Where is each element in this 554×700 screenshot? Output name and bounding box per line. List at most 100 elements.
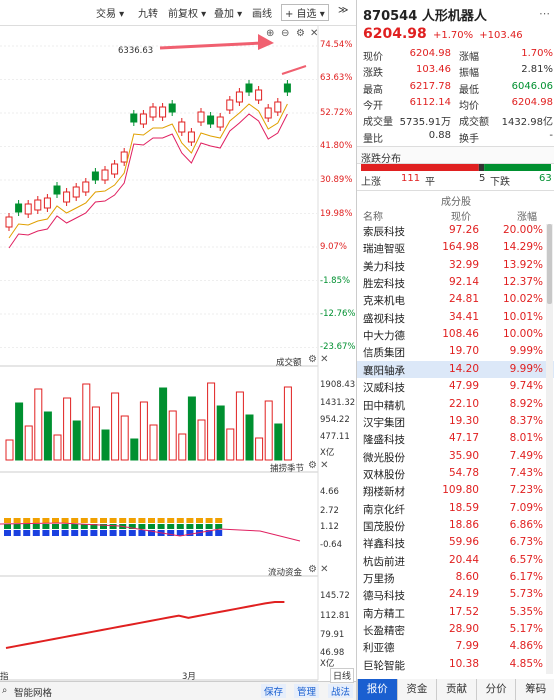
list-item[interactable]: 盛视科技 34.41 10.01% <box>357 309 554 326</box>
list-item[interactable]: 南京化纤 18.59 7.09% <box>357 500 554 517</box>
list-item[interactable]: 万里扬 8.60 6.17% <box>357 569 554 586</box>
quote-row: 量比 0.88 换手 - <box>357 128 554 145</box>
list-item[interactable]: 国茂股份 18.86 6.86% <box>357 517 554 534</box>
list-item[interactable]: 微光股份 35.90 7.49% <box>357 448 554 465</box>
ma-line-2 <box>8 113 288 249</box>
quote-label: 最高 <box>363 84 383 96</box>
draw-line-button[interactable]: 画线 <box>252 9 272 20</box>
indicator3-axis-label: 46.98 <box>320 648 345 658</box>
list-item[interactable]: 襄阳轴承 14.20 9.99% <box>357 360 554 379</box>
trade-menu[interactable]: 交易 ▾ <box>96 9 125 20</box>
list-item[interactable]: 克来机电 24.81 10.02% <box>357 291 554 308</box>
candle-body <box>178 121 186 133</box>
overlay-menu[interactable]: 叠加 ▾ <box>214 9 243 20</box>
candle-body <box>255 89 263 101</box>
candle-body <box>139 113 147 125</box>
quote-value: 6217.78 <box>409 80 451 92</box>
manage-button[interactable]: 管理 <box>294 684 320 698</box>
indicator-bar <box>71 518 79 523</box>
bottom-tab[interactable]: 贡献 <box>436 679 476 700</box>
more-options-icon[interactable]: ⋯ <box>539 7 550 20</box>
list-item[interactable]: 胜宏科技 92.14 12.37% <box>357 274 554 291</box>
indicator-bar <box>196 518 203 523</box>
save-button[interactable]: 保存 <box>261 684 287 698</box>
liquidity-line <box>5 601 285 649</box>
list-item[interactable]: 杭齿前进 20.44 6.57% <box>357 552 554 569</box>
list-item[interactable]: 美力科技 32.99 13.92% <box>357 257 554 274</box>
list-item[interactable]: 长盈精密 28.90 5.17% <box>357 621 554 638</box>
list-item[interactable]: 信质集团 19.70 9.99% <box>357 343 554 360</box>
smart-grid-button[interactable]: 智能网格 <box>14 688 53 699</box>
chart-tab-first[interactable]: ⌕ <box>2 685 8 696</box>
indicator2-settings-icon[interactable]: ⚙ ✕ <box>308 460 329 471</box>
list-item[interactable]: 翔楼新材 109.80 7.23% <box>357 482 554 499</box>
list-item[interactable]: 隆盛科技 47.17 8.01% <box>357 430 554 447</box>
indicator-bar <box>109 518 117 523</box>
list-item[interactable]: 祥鑫科技 59.96 6.73% <box>357 534 554 551</box>
volume-settings-icon[interactable]: ⚙ ✕ <box>308 354 329 365</box>
close-icon[interactable]: ✕ <box>310 28 319 39</box>
adjust-menu[interactable]: 前复权 ▾ <box>168 9 207 20</box>
col-price[interactable]: 现价 <box>451 212 471 223</box>
col-name[interactable]: 名称 <box>363 212 383 223</box>
stock-pct: 8.01% <box>509 432 543 445</box>
add-favorite-button[interactable]: + 自选 ▾ <box>281 4 329 21</box>
nine-turn-button[interactable]: 九转 <box>138 9 158 20</box>
list-item[interactable]: 索辰科技 97.26 20.00% <box>357 222 554 239</box>
bottom-tab[interactable]: 资金 <box>396 679 437 700</box>
stock-price: 17.52 <box>448 605 479 618</box>
distribution-bar <box>361 164 551 171</box>
chart-bottom-bar: ⌕ 智能网格 保存 管理 战法 <box>0 681 356 700</box>
strategy-button[interactable]: 战法 <box>328 684 354 698</box>
indicator-bar <box>205 524 213 529</box>
indicator-bar <box>100 530 107 536</box>
indicator-bar <box>42 524 50 529</box>
list-item[interactable]: 汉威科技 47.99 9.74% <box>357 378 554 395</box>
list-item[interactable]: 利亚德 7.99 4.86% <box>357 638 554 655</box>
list-item[interactable]: 双林股份 54.78 7.43% <box>357 465 554 482</box>
bottom-tab[interactable]: 筹码 <box>515 679 554 700</box>
stock-price: 47.17 <box>448 432 479 445</box>
indicator-bar <box>176 524 184 529</box>
quote-value: 6112.14 <box>409 96 451 108</box>
volume-bar <box>264 400 273 461</box>
indicator-bar <box>215 524 223 529</box>
list-item[interactable]: 南方精工 17.52 5.35% <box>357 604 554 621</box>
list-item[interactable]: 中大力德 108.46 10.00% <box>357 326 554 343</box>
list-scrollbar[interactable] <box>546 224 553 674</box>
stock-pct: 7.49% <box>509 449 543 462</box>
stock-price: 109.80 <box>442 484 479 497</box>
stock-pct: 6.73% <box>509 536 543 549</box>
minus-circle-icon[interactable]: ⊖ <box>281 28 290 39</box>
col-pct[interactable]: 涨幅 <box>517 212 537 223</box>
more-button[interactable]: ≫ <box>338 5 349 16</box>
indicator3-settings-icon[interactable]: ⚙ ✕ <box>308 564 329 575</box>
up-count: 111 <box>401 173 421 184</box>
list-item[interactable]: 瑞迪智驱 164.98 14.29% <box>357 239 554 256</box>
candle-body <box>274 101 282 113</box>
daily-line-button[interactable]: 日线 <box>330 668 355 683</box>
list-item[interactable]: 巨轮智能 10.38 4.85% <box>357 656 554 673</box>
indicator-bar <box>157 518 165 523</box>
stock-price: 28.90 <box>448 623 479 636</box>
indicator3-axis-label: X亿 <box>320 659 335 669</box>
volume-bar <box>5 439 14 461</box>
indicator-bar <box>148 530 155 536</box>
list-item[interactable]: 德马科技 24.19 5.73% <box>357 586 554 603</box>
volume-bar <box>235 391 244 461</box>
kline-chart[interactable] <box>0 26 356 700</box>
stock-name: 双林股份 <box>363 468 405 481</box>
change-percent: +1.70% <box>432 30 474 41</box>
indicator-bar <box>128 530 136 536</box>
add-circle-icon[interactable]: ⊕ <box>266 28 275 39</box>
candle-body <box>120 151 128 163</box>
stock-price: 108.46 <box>442 328 479 341</box>
list-item[interactable]: 汉宇集团 19.30 8.37% <box>357 413 554 430</box>
list-item[interactable]: 田中精机 22.10 8.92% <box>357 396 554 413</box>
indicator-bar <box>23 518 31 523</box>
indicator-bar <box>13 524 21 529</box>
stock-name: 翔楼新材 <box>363 486 405 499</box>
bottom-tab[interactable]: 分价 <box>475 679 516 700</box>
bottom-tab[interactable]: 报价 <box>357 679 397 700</box>
settings-gear-icon[interactable]: ⚙ <box>296 28 305 39</box>
